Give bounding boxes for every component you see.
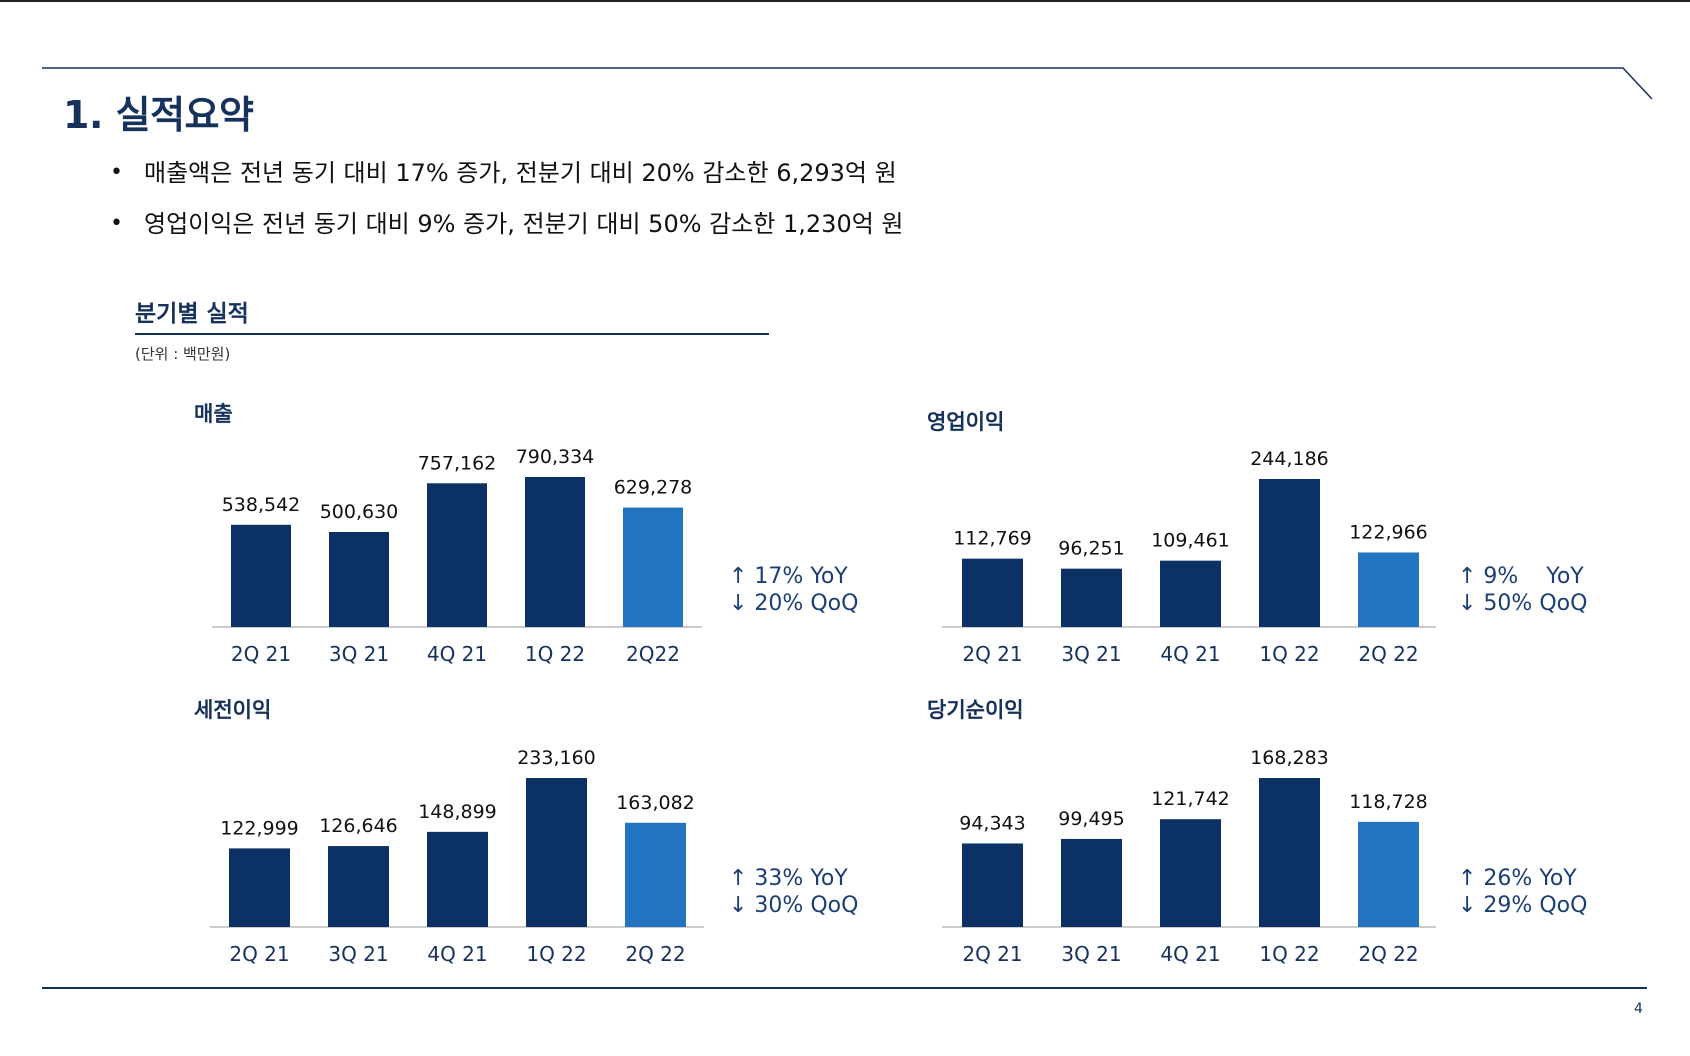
operating-profit-yoy: ↑ 9% YoY [1458,564,1584,589]
net-income-value-label: 94,343 [959,812,1025,834]
net-income-category-label: 4Q 21 [1160,942,1220,966]
operating-profit-category-label: 1Q 22 [1259,642,1319,666]
revenue-value-label: 629,278 [614,477,693,499]
operating-profit-bar [1061,568,1122,627]
net-income-bar [1160,819,1221,927]
revenue-category-label: 2Q22 [626,642,680,666]
revenue-yoy: ↑ 17% YoY [729,564,848,589]
net-income-value-label: 121,742 [1151,788,1230,810]
pretax-profit-value-label: 122,999 [220,817,299,839]
net-income-value-label: 168,283 [1250,747,1329,769]
revenue-category-label: 1Q 22 [525,642,585,666]
pretax-profit-value-label: 163,082 [616,792,695,814]
net-income-category-label: 3Q 21 [1061,942,1121,966]
page-number: 4 [1634,1001,1643,1017]
section-underline [135,333,769,335]
pretax-profit-bar [328,846,389,927]
revenue-category-label: 4Q 21 [427,642,487,666]
operating-profit-bar [1160,560,1221,627]
operating-profit-category-label: 3Q 21 [1061,642,1121,666]
operating-profit-category-label: 2Q 22 [1358,642,1418,666]
revenue-value-label: 538,542 [222,494,301,516]
revenue-bar [231,524,291,627]
pretax-profit-category-label: 2Q 22 [625,942,685,966]
page-title: 1. 실적요약 [63,93,254,137]
operating-profit-bar [1358,552,1419,627]
revenue-category-label: 2Q 21 [231,642,291,666]
chart-title-pretax-profit: 세전이익 [194,698,272,722]
operating-profit-value-label: 109,461 [1151,530,1230,552]
net-income-value-label: 99,495 [1058,808,1124,830]
operating-profit-category-label: 4Q 21 [1160,642,1220,666]
section-title: 분기별 실적 [135,301,249,327]
chart-title-net-income: 당기순이익 [927,698,1024,722]
net-income-bar [962,843,1023,927]
operating-profit-bar [1259,479,1320,627]
pretax-profit-category-label: 1Q 22 [526,942,586,966]
net-income-category-label: 2Q 22 [1358,942,1418,966]
pretax-profit-qoq: ↓ 30% QoQ [729,893,859,918]
revenue-qoq: ↓ 20% QoQ [729,591,859,616]
pretax-profit-category-label: 2Q 21 [229,942,289,966]
pretax-profit-value-label: 126,646 [319,815,398,837]
net-income-category-label: 2Q 21 [962,942,1022,966]
summary-bullets: 매출액은 전년 동기 대비 17% 증가, 전분기 대비 20% 감소한 6,2… [110,158,904,260]
revenue-bar [623,507,683,627]
operating-profit-value-label: 122,966 [1349,521,1428,543]
revenue-bar [525,477,585,627]
chart-title-revenue: 매출 [194,402,233,426]
summary-bullet-operating-profit: 영업이익은 전년 동기 대비 9% 증가, 전분기 대비 50% 감소한 1,2… [110,209,904,260]
net-income-value-label: 118,728 [1349,791,1428,813]
operating-profit-category-label: 2Q 21 [962,642,1022,666]
revenue-bar [427,483,487,627]
operating-profit-qoq: ↓ 50% QoQ [1458,591,1588,616]
pretax-profit-bar [427,831,488,927]
pretax-profit-bar [625,822,686,927]
net-income-yoy: ↑ 26% YoY [1458,866,1577,891]
operating-profit-value-label: 96,251 [1058,538,1124,560]
operating-profit-value-label: 112,769 [953,528,1032,550]
net-income-qoq: ↓ 29% QoQ [1458,893,1588,918]
pretax-profit-yoy: ↑ 33% YoY [729,866,848,891]
revenue-category-label: 3Q 21 [329,642,389,666]
pretax-profit-category-label: 3Q 21 [328,942,388,966]
revenue-value-label: 757,162 [418,452,497,474]
net-income-category-label: 1Q 22 [1259,942,1319,966]
footer-rule [42,987,1647,989]
top-border [0,0,1690,2]
net-income-bar [1358,821,1419,927]
pretax-profit-value-label: 148,899 [418,801,497,823]
revenue-bar [329,531,389,627]
revenue-value-label: 790,334 [516,446,595,468]
pretax-profit-bar [229,848,290,927]
pretax-profit-bar [526,778,587,927]
revenue-value-label: 500,630 [320,501,399,523]
summary-bullet-revenue: 매출액은 전년 동기 대비 17% 증가, 전분기 대비 20% 감소한 6,2… [110,158,904,209]
chart-title-operating-profit: 영업이익 [927,410,1005,434]
operating-profit-value-label: 244,186 [1250,448,1329,470]
operating-profit-bar [962,558,1023,627]
pretax-profit-value-label: 233,160 [517,747,596,769]
net-income-bar [1259,778,1320,927]
header-rule [42,67,1653,100]
unit-note: (단위 : 백만원) [135,345,231,363]
pretax-profit-category-label: 4Q 21 [427,942,487,966]
net-income-bar [1061,838,1122,927]
